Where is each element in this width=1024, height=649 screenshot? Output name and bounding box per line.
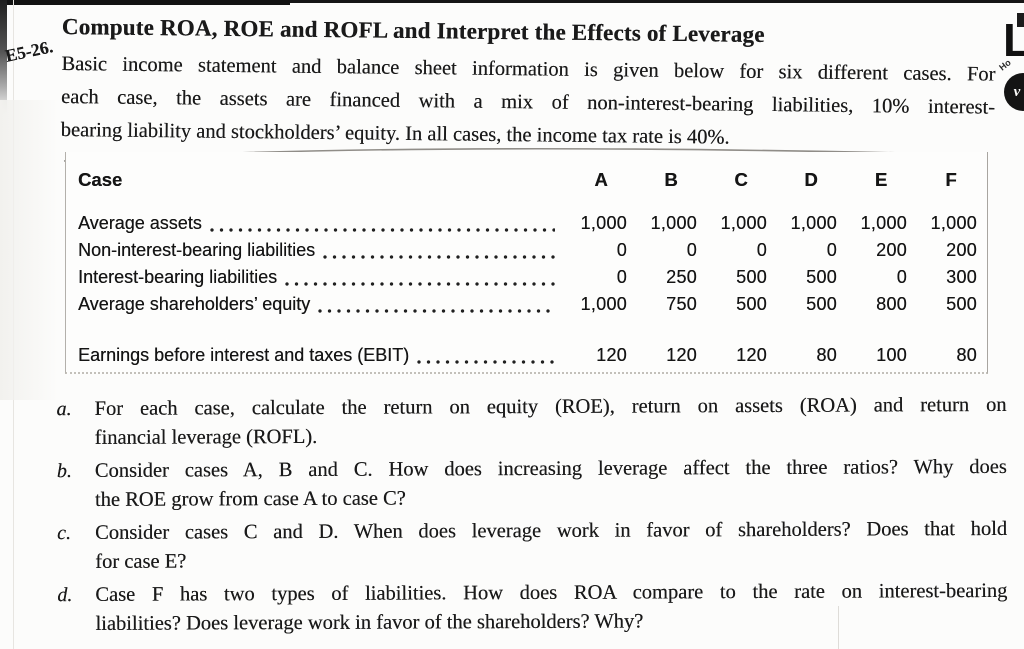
value-cell: 1,000 [720, 213, 767, 233]
column-header-a: A [594, 169, 608, 190]
question-item-a: a. For each case, calculate the return o… [56, 391, 1006, 453]
question-text-line: Consider cases A, B and C. How does incr… [94, 455, 1007, 482]
question-text-line: Consider cases C and D. When does levera… [95, 517, 1008, 544]
question-text-line: for case E? [95, 550, 187, 573]
question-letter: b. [56, 460, 72, 483]
question-letter: a. [56, 398, 72, 421]
row-label: Non-interest-bearing liabilities [78, 240, 316, 260]
dot-leader [285, 281, 555, 287]
row-label: Interest-bearing liabilities [78, 267, 278, 287]
value-cell: 500 [806, 267, 837, 287]
value-cell: 500 [736, 294, 767, 314]
question-item-c: c. Consider cases C and D. When does lev… [57, 515, 1007, 577]
value-cell: 300 [946, 267, 977, 287]
question-text-line: the ROE grow from case A to case C? [94, 487, 406, 511]
value-cell: 120 [666, 345, 697, 365]
row-label: Earnings before interest and taxes (EBIT… [78, 345, 410, 365]
value-cell: 500 [946, 294, 977, 314]
value-cell: 120 [596, 345, 627, 365]
question-text-line: financial leverage (ROFL). [94, 425, 318, 449]
value-cell: 200 [876, 240, 907, 260]
value-cell: 750 [666, 294, 697, 314]
question-letter: d. [57, 584, 73, 607]
table-row-shareholders-equity: Average shareholders’ equity 1,000 750 5… [78, 291, 977, 318]
value-cell: 0 [896, 267, 907, 287]
scan-artifact-top-line-thick [0, 0, 290, 5]
value-cell: 800 [876, 294, 907, 314]
dot-leader [318, 308, 555, 314]
homework-badge-mark: v [1013, 83, 1021, 100]
column-header-b: B [664, 169, 678, 190]
value-cell: 80 [816, 345, 837, 365]
question-text-line: liabilities? Does leverage work in favor… [95, 610, 644, 635]
question-text: For each case, calculate the return on e… [94, 391, 1006, 453]
exercise-number-label: E5-26. [3, 36, 55, 66]
value-cell: 500 [736, 267, 767, 287]
scan-artifact-left-wash [0, 100, 58, 400]
column-header-c: C [734, 169, 748, 190]
value-cell: 0 [616, 267, 627, 287]
question-text-line: Case F has two types of liabilities. How… [95, 579, 1008, 606]
scan-artifact-bottom-line [838, 606, 839, 649]
cases-data-table: Case A B C D E F Average assets 1,000 1,… [65, 152, 988, 374]
column-header-f: F [945, 169, 957, 190]
homework-badge-icon: v [1004, 73, 1024, 111]
value-cell: 1,000 [580, 294, 627, 314]
value-cell: 1,000 [790, 213, 837, 233]
question-item-b: b. Consider cases A, B and C. How does i… [57, 453, 1007, 515]
question-text: Case F has two types of liabilities. How… [95, 577, 1007, 639]
dot-leader [417, 359, 555, 365]
table-row-non-interest-liabilities: Non-interest-bearing liabilities 0 0 0 0… [78, 237, 977, 264]
question-list: a. For each case, calculate the return o… [56, 391, 1007, 643]
value-cell: 500 [806, 294, 837, 314]
value-cell: 0 [756, 240, 767, 260]
learning-objective-partial-letter: L [1003, 14, 1024, 66]
value-cell: 1,000 [580, 213, 627, 233]
question-text-line: For each case, calculate the return on e… [94, 393, 1007, 420]
column-header-d: D [804, 169, 818, 190]
case-column-header: Case [78, 169, 123, 190]
value-cell: 100 [876, 345, 907, 365]
exercise-header: Compute ROA, ROE and ROFL and Interpret … [60, 14, 996, 158]
value-cell: 250 [666, 267, 697, 287]
scan-artifact-left-strip [0, 0, 7, 115]
table-row-ebit: Earnings before interest and taxes (EBIT… [78, 342, 977, 369]
table-row-average-assets: Average assets 1,000 1,000 1,000 1,000 1… [78, 210, 977, 237]
value-cell: 0 [616, 240, 627, 260]
row-label: Average assets [78, 213, 202, 233]
table-row-interest-liabilities: Interest-bearing liabilities 0 250 500 5… [78, 264, 977, 291]
value-cell: 200 [946, 240, 977, 260]
row-label: Average shareholders’ equity [78, 294, 311, 314]
value-cell: 1,000 [650, 213, 697, 233]
value-cell: 0 [826, 240, 837, 260]
question-text: Consider cases A, B and C. How does incr… [95, 453, 1007, 515]
value-cell: 1,000 [930, 213, 977, 233]
question-item-d: d. Case F has two types of liabilities. … [57, 577, 1007, 639]
dot-leader [209, 227, 555, 233]
scan-artifact-right-mark [1017, 13, 1024, 27]
column-header-e: E [874, 169, 888, 190]
value-cell: 1,000 [860, 213, 907, 233]
scan-artifact-top-line [0, 0, 1024, 3]
question-letter: c. [57, 522, 72, 545]
value-cell: 120 [736, 345, 767, 365]
table-header-row: Case A B C D E F [78, 166, 977, 193]
question-text: Consider cases C and D. When does levera… [95, 515, 1007, 577]
dot-leader [323, 254, 555, 260]
value-cell: 80 [956, 345, 977, 365]
value-cell: 0 [686, 240, 697, 260]
